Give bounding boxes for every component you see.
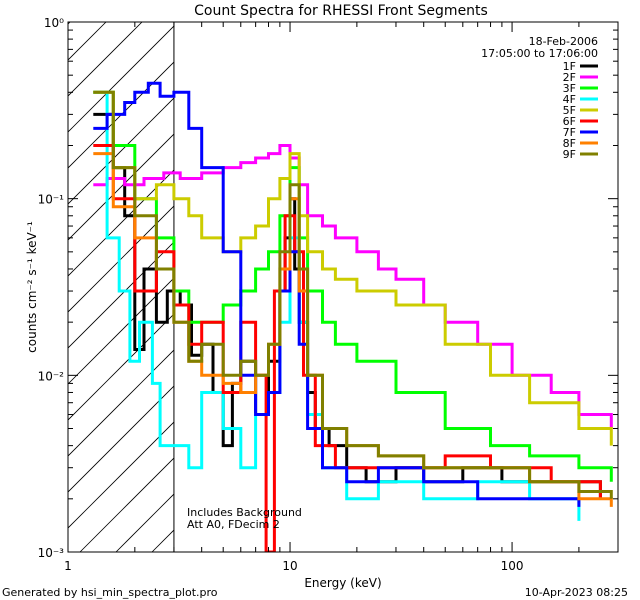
y-tick-label: 10⁻¹ xyxy=(38,193,65,207)
hatch-line xyxy=(79,457,174,552)
chart-title: Count Spectra for RHESSI Front Segments xyxy=(194,3,488,19)
y-axis-label: counts cm⁻² s⁻¹ keV⁻¹ xyxy=(25,221,39,353)
legend-label: 5F xyxy=(563,104,576,117)
hatch-line xyxy=(68,25,174,133)
legend-label: 8F xyxy=(563,137,576,150)
legend-label: 9F xyxy=(563,148,576,161)
y-tick-label: 10⁻³ xyxy=(38,546,65,560)
y-axis: 10⁰ 10⁻¹ 10⁻² 10⁻³ xyxy=(38,16,618,560)
hatch-line xyxy=(0,0,28,552)
legend-label: 4F xyxy=(563,93,576,106)
hatch-line xyxy=(68,385,174,493)
x-axis: 1 10 100 xyxy=(64,22,619,573)
x-tick-label: 10 xyxy=(282,559,297,573)
series-2f-line xyxy=(93,144,613,429)
hatch-line xyxy=(68,205,174,313)
plot-frame xyxy=(67,21,619,553)
legend-date: 18-Feb-2006 xyxy=(529,35,598,48)
y-tick-label: 10⁻² xyxy=(38,369,65,383)
series-9f-line xyxy=(93,90,613,499)
series-3f-line xyxy=(93,90,613,482)
series-5f-line xyxy=(93,90,613,446)
x-tick-label: 100 xyxy=(501,559,524,573)
hatch-line xyxy=(68,169,174,277)
footer-date-stamp: 10-Apr-2023 08:25 xyxy=(525,586,628,599)
footer-generated-by: Generated by hsi_min_spectra_plot.pro xyxy=(2,586,218,599)
series-8f-line xyxy=(93,152,613,507)
legend-time-range: 17:05:00 to 17:06:00 xyxy=(481,47,598,60)
y-tick-label: 10⁰ xyxy=(44,16,64,30)
annotation-background: Includes Background xyxy=(187,506,302,519)
series-7f-line xyxy=(93,81,581,507)
legend-label: 2F xyxy=(563,71,576,84)
legend-label: 7F xyxy=(563,126,576,139)
series-layer xyxy=(93,81,613,552)
annotation-attenuator: Att A0, FDecim 2 xyxy=(187,518,280,531)
legend-label: 6F xyxy=(563,115,576,128)
x-axis-label: Energy (keV) xyxy=(304,576,381,590)
x-tick-label: 1 xyxy=(64,559,72,573)
hatch-line xyxy=(68,61,174,169)
legend-label: 1F xyxy=(563,60,576,73)
legend-label: 3F xyxy=(563,82,576,95)
hatch-line xyxy=(68,22,143,97)
hatch-line xyxy=(620,0,640,552)
hatch-line xyxy=(68,22,71,25)
hatch-line xyxy=(68,421,174,529)
